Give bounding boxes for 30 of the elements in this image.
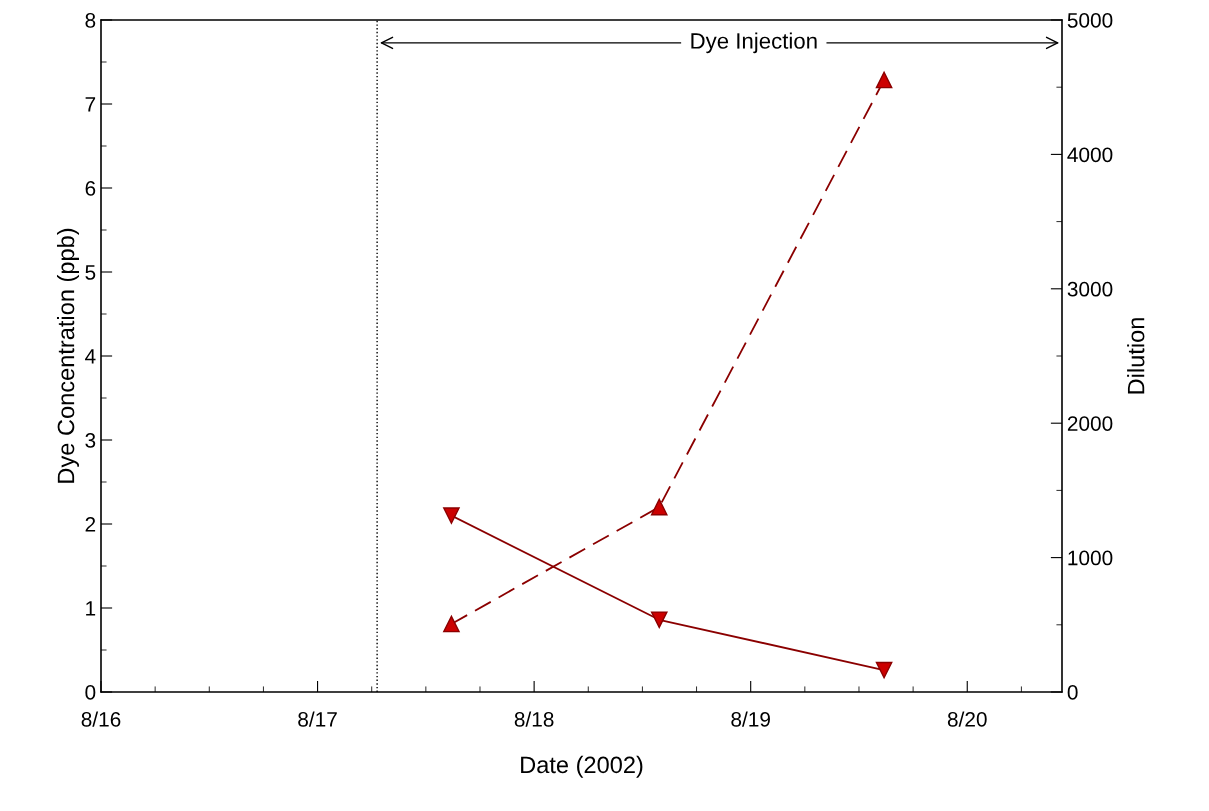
y-axis-title: Dye Concentration (ppb) <box>56 228 79 483</box>
y-tick-label: 0 <box>85 685 96 700</box>
y2-tick-label: 5000 <box>1067 13 1113 28</box>
x-tick-label: 8/19 <box>731 711 770 727</box>
y-tick-label: 8 <box>85 13 96 28</box>
point <box>875 661 893 679</box>
x-tick-label: 8/17 <box>298 711 337 727</box>
point <box>443 507 460 524</box>
y-tick-label: 3 <box>85 433 96 448</box>
y2-tick-label: 2000 <box>1067 416 1113 431</box>
annotation: Dye Injection <box>691 32 817 54</box>
point <box>875 71 893 89</box>
y-tick-label: 5 <box>85 265 96 280</box>
y2-tick-label: 4000 <box>1067 147 1113 163</box>
x-axis-title: Date (2002) <box>521 755 643 778</box>
x-tick-label: 8/16 <box>81 711 121 727</box>
y-tick-label: 4 <box>85 349 96 364</box>
y2-tick-label: 1000 <box>1068 550 1113 566</box>
point <box>443 615 460 633</box>
y-tick-label: 6 <box>85 181 96 196</box>
y-tick-label: 7 <box>85 97 96 112</box>
x-tick-label: 8/20 <box>947 711 987 727</box>
point <box>650 611 668 629</box>
y2-axis-title: Dilution <box>1127 318 1145 394</box>
y-tick-label: 2 <box>85 517 96 532</box>
point <box>650 498 668 516</box>
y-tick-label: 1 <box>86 601 96 616</box>
x-tick-label: 8/18 <box>514 711 554 727</box>
y2-tick-label: 3000 <box>1067 281 1113 297</box>
y2-tick-label: 0 <box>1067 685 1078 700</box>
